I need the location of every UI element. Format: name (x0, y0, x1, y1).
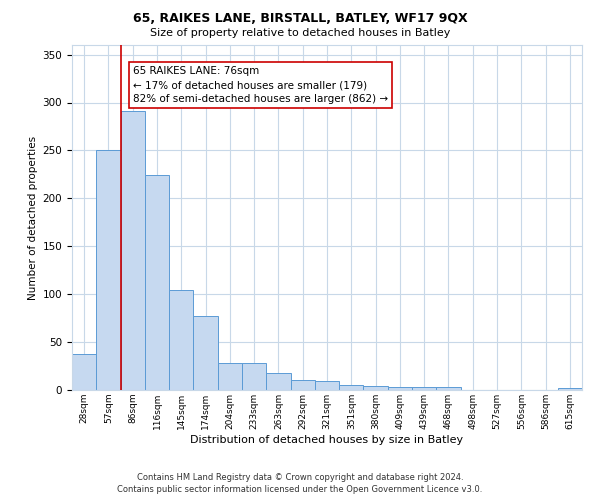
Bar (266, 373, 290, 390)
Bar (412, 387, 436, 390)
Bar (558, 388, 582, 390)
Bar (339, 385, 364, 390)
Bar (242, 363, 266, 390)
Text: Size of property relative to detached houses in Batley: Size of property relative to detached ho… (150, 28, 450, 38)
Y-axis label: Number of detached properties: Number of detached properties (28, 136, 38, 300)
Bar (169, 290, 193, 390)
Bar (436, 387, 461, 390)
Text: 65, RAIKES LANE, BIRSTALL, BATLEY, WF17 9QX: 65, RAIKES LANE, BIRSTALL, BATLEY, WF17 … (133, 12, 467, 26)
Bar (96, 150, 121, 390)
Bar (388, 387, 412, 390)
Bar (121, 111, 145, 390)
Text: Contains HM Land Registry data © Crown copyright and database right 2024.
Contai: Contains HM Land Registry data © Crown c… (118, 472, 482, 494)
Text: 65 RAIKES LANE: 76sqm
← 17% of detached houses are smaller (179)
82% of semi-det: 65 RAIKES LANE: 76sqm ← 17% of detached … (133, 66, 388, 104)
Bar (290, 380, 315, 390)
Bar (145, 176, 169, 390)
Bar (218, 363, 242, 390)
Bar (315, 382, 339, 390)
X-axis label: Distribution of detached houses by size in Batley: Distribution of detached houses by size … (190, 434, 464, 444)
Bar (364, 386, 388, 390)
Bar (193, 316, 218, 390)
Bar (72, 354, 96, 390)
